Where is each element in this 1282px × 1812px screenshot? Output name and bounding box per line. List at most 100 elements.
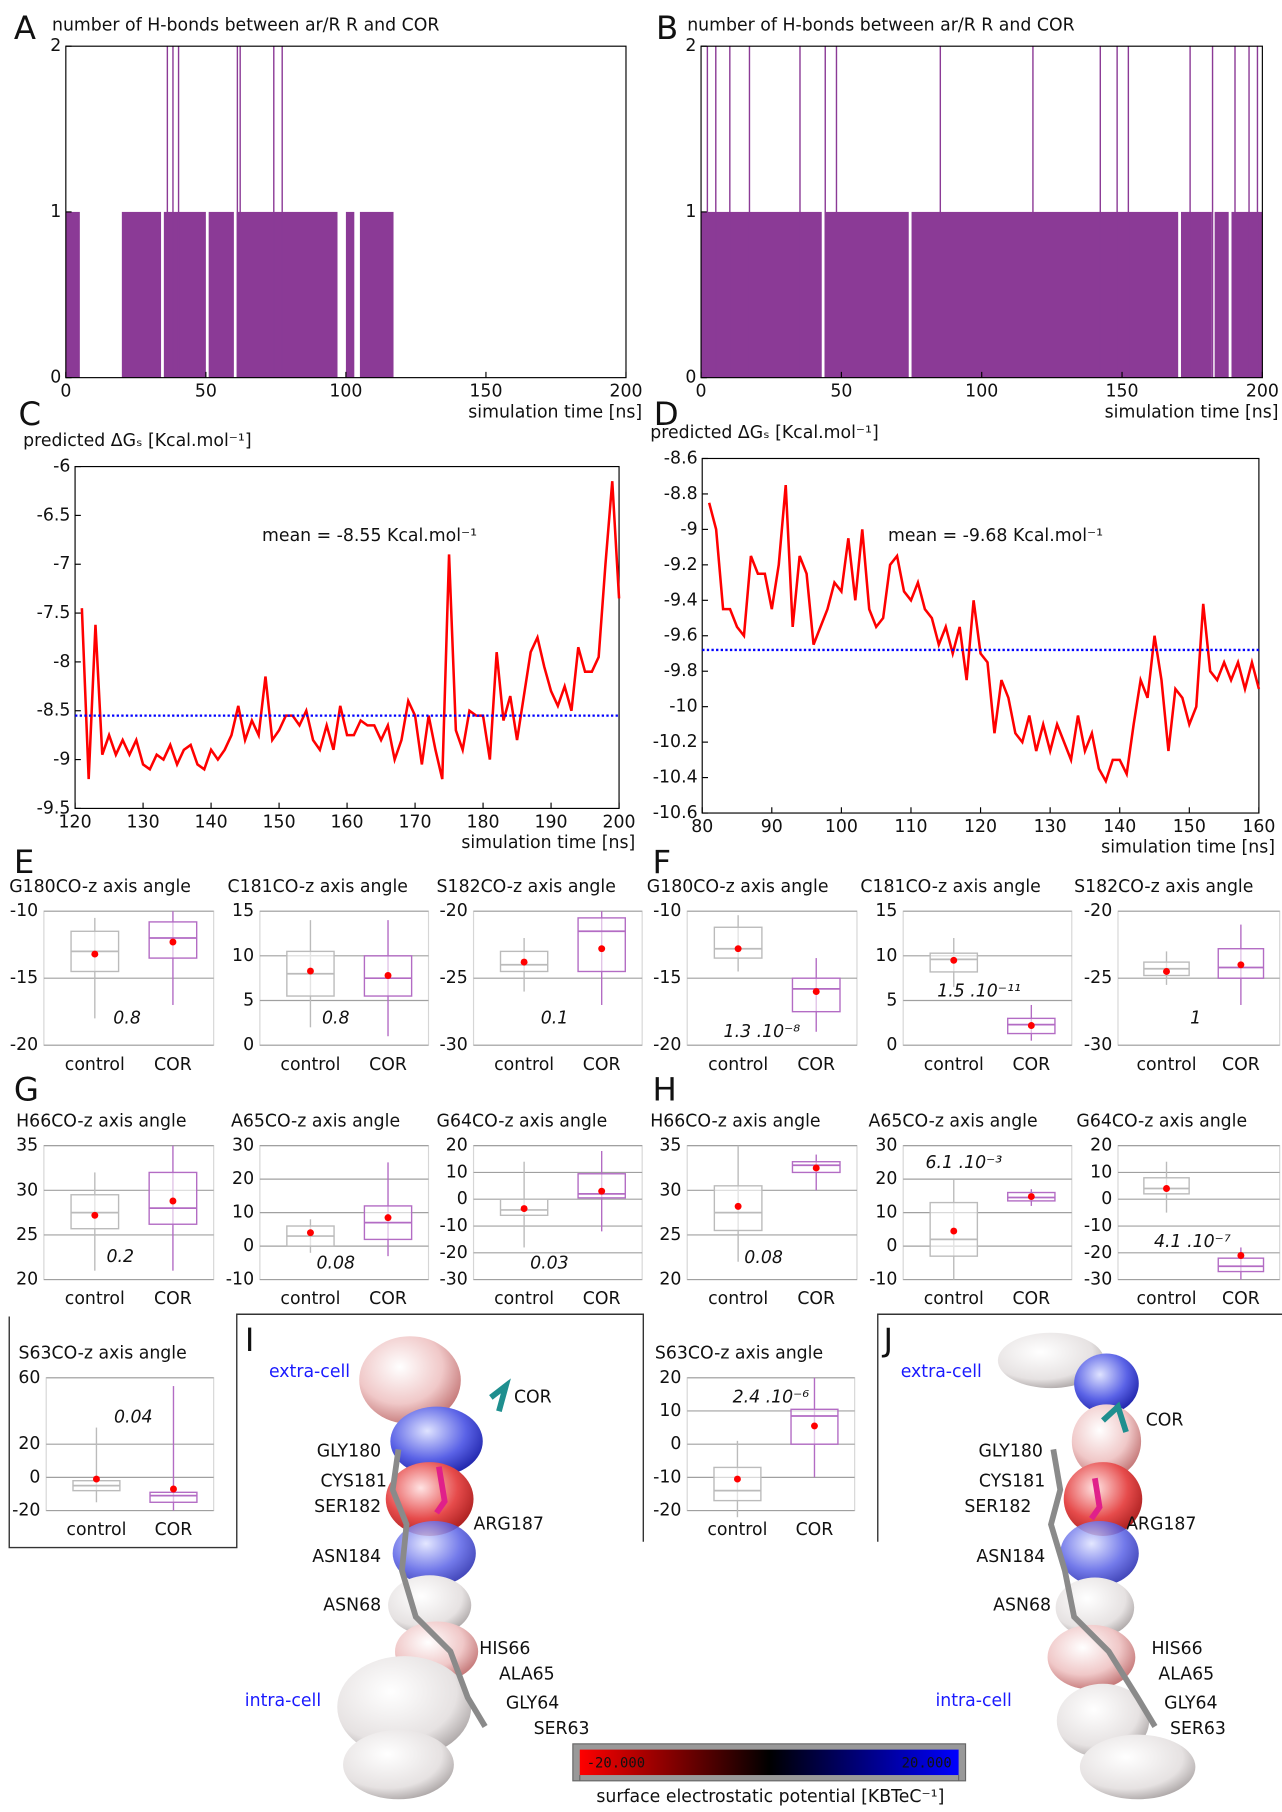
chart-title: G180CO-z axis angle: [9, 877, 191, 897]
p-value: 6.1 .10⁻³: [926, 1153, 1003, 1173]
colorbar-tick-label: -20.000: [587, 1755, 645, 1771]
y-tick-label: -25: [1084, 968, 1112, 988]
y-tick-label: -7: [53, 554, 70, 574]
x-tick-label: control: [708, 1055, 768, 1075]
y-tick-label: -8.8: [664, 484, 698, 504]
p-value: 0.04: [114, 1408, 153, 1428]
side-chain: [389, 1448, 488, 1729]
bar: [166, 46, 169, 378]
mean-dot: [1237, 1252, 1245, 1259]
bar: [1211, 46, 1214, 378]
surface: [337, 1656, 472, 1758]
side-chain: [1089, 1477, 1103, 1521]
x-tick-label: control: [707, 1520, 767, 1540]
chart-title: G64CO-z axis angle: [1076, 1111, 1247, 1131]
y-tick-label: -15: [653, 968, 681, 988]
y-tick-label: -10.6: [653, 803, 698, 823]
x-tick-label: control: [924, 1055, 984, 1075]
x-axis-label: simulation time [ns]: [1101, 838, 1275, 858]
surface: [1074, 1353, 1139, 1414]
y-tick-label: -10: [226, 1270, 254, 1290]
surface: [1055, 1577, 1135, 1638]
mean-dot: [306, 967, 314, 975]
y-tick-label: -9.6: [664, 626, 698, 646]
mean-dot: [306, 1229, 314, 1237]
surface: [390, 1406, 483, 1476]
x-tick-label: control: [65, 1289, 125, 1309]
chart-title: A65CO-z axis angle: [869, 1111, 1038, 1131]
p-value: 0.8: [322, 1008, 350, 1028]
bar: [1248, 46, 1250, 378]
x-tick-label: COR: [154, 1055, 192, 1075]
y-tick-label: -9: [680, 519, 697, 539]
bar: [799, 46, 801, 378]
data-line: [707, 484, 1261, 785]
bar: [824, 211, 909, 378]
surface: [1047, 1624, 1136, 1690]
x-tick-label: 180: [467, 812, 500, 832]
bar: [172, 46, 174, 378]
y-tick-label: -6.5: [37, 505, 71, 525]
y-tick-label: 20: [18, 1434, 40, 1454]
p-value: 1.3 .10⁻⁸: [724, 1022, 801, 1042]
panel-letter: J: [882, 1321, 894, 1359]
bar: [1234, 46, 1236, 378]
residue-label: HIS66: [479, 1639, 530, 1659]
molecule-j: [997, 1332, 1196, 1800]
x-tick-label: COR: [1222, 1289, 1260, 1309]
side-chain: [434, 1466, 448, 1515]
panel-letter: I: [245, 1321, 255, 1359]
y-tick-label: 30: [16, 1180, 38, 1200]
box: [713, 926, 763, 959]
x-tick-label: control: [66, 1520, 126, 1540]
p-value: 1.5 .10⁻¹¹: [937, 982, 1021, 1002]
y-tick-label: 25: [659, 1225, 681, 1245]
p-value: 0.2: [107, 1247, 135, 1267]
chart-title: C181CO-z axis angle: [860, 877, 1040, 897]
x-tick-label: COR: [154, 1289, 192, 1309]
x-tick-label: COR: [1222, 1055, 1260, 1075]
y-tick-label: 5: [886, 991, 897, 1011]
x-tick-label: 190: [535, 812, 568, 832]
x-tick-label: COR: [583, 1289, 621, 1309]
y-tick-label: -8.5: [37, 701, 71, 721]
mean-dot: [91, 1211, 99, 1219]
y-tick-label: 0: [243, 1035, 254, 1055]
residue-label: SER63: [1170, 1719, 1226, 1739]
y-tick-label: 0: [29, 1467, 40, 1487]
y-tick-label: 30: [232, 1136, 254, 1156]
y-tick-label: -30: [439, 1035, 467, 1055]
surface: [392, 1520, 476, 1586]
x-tick-label: COR: [797, 1055, 835, 1075]
x-axis-label: simulation time [ns]: [468, 402, 642, 422]
box: [1217, 1257, 1265, 1273]
y-tick-label: -10: [1084, 1216, 1112, 1236]
residue-label: SER182: [314, 1497, 381, 1517]
residue-label: COR: [514, 1387, 552, 1407]
residue-label: GLY180: [979, 1442, 1043, 1462]
mean-dot: [520, 958, 528, 966]
x-tick-label: control: [708, 1289, 768, 1309]
residue-label: GLY180: [317, 1442, 381, 1462]
residue-label: ALA65: [499, 1665, 555, 1685]
chart-title: H66CO-z axis angle: [650, 1111, 820, 1131]
y-tick-label: 10: [232, 1203, 254, 1223]
mean-dot: [169, 1197, 177, 1205]
y-tick-label: -20: [439, 1243, 467, 1263]
bar: [281, 46, 283, 378]
bar: [824, 46, 826, 378]
mean-dot: [733, 1475, 741, 1483]
y-tick-label: -9.8: [664, 661, 698, 681]
mean-dot: [169, 938, 177, 946]
bar: [1189, 46, 1191, 378]
y-tick-label: 10: [232, 946, 254, 966]
y-tick-label: 0: [457, 1189, 468, 1209]
y-tick-label: 35: [16, 1136, 38, 1156]
y-tick-label: 35: [659, 1136, 681, 1156]
bar: [163, 211, 206, 378]
y-tick-label: -25: [439, 968, 467, 988]
y-tick-label: -20: [10, 1035, 38, 1055]
y-tick-label: -20: [1084, 901, 1112, 921]
